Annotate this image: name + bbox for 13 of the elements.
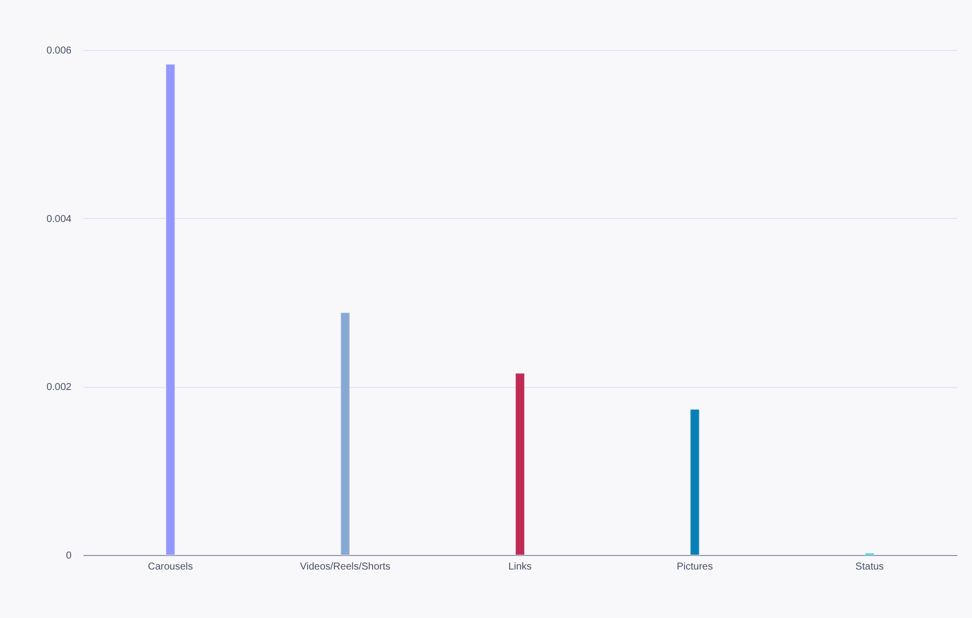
- x-tick-label: Videos/Reels/Shorts: [300, 562, 390, 572]
- y-tick-label: 0.006: [46, 46, 72, 56]
- x-tick-label: Pictures: [676, 562, 713, 572]
- bar: [515, 372, 525, 556]
- y-tick-label: 0.004: [46, 214, 72, 225]
- bar: [165, 64, 176, 556]
- x-tick-label: Status: [855, 562, 884, 572]
- bar: [690, 408, 700, 556]
- bar: [340, 312, 350, 556]
- x-tick-label: Carousels: [148, 562, 193, 572]
- y-tick-label: 0.002: [46, 382, 72, 394]
- y-tick-label: 0: [66, 550, 72, 562]
- x-tick-label: Links: [508, 562, 532, 572]
